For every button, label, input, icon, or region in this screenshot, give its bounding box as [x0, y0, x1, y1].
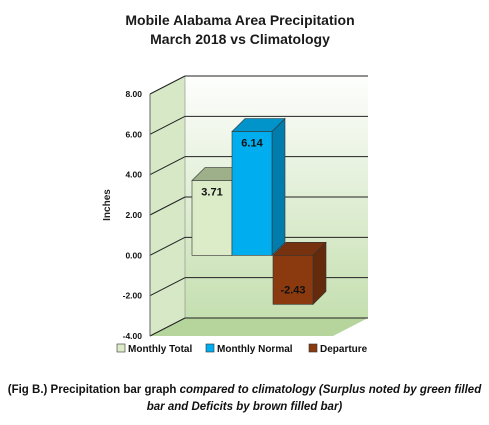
- bar-chart: 8.00 6.00 4.00 2.00 0.00 -2.00 -4.00 3.71 6.14 -…: [102, 70, 368, 355]
- y-tick-label: 2.00: [125, 210, 142, 220]
- y-tick-label: -4.00: [123, 331, 143, 341]
- chart-title: Mobile Alabama Area Precipitation: [125, 12, 355, 28]
- figure-caption: (Fig B.) Precipitation bar graph compare…: [0, 382, 489, 416]
- gridline-diagonal: [149, 236, 186, 256]
- bar-value-label: -2.43: [280, 284, 305, 296]
- gridline-diagonal: [149, 277, 186, 297]
- y-tick-label: -2.00: [123, 291, 143, 301]
- legend-label: Departure: [320, 344, 368, 355]
- y-tick-label: 6.00: [125, 129, 142, 139]
- legend-label: Monthly Total: [128, 344, 192, 355]
- bar-value-label: 3.71: [201, 187, 222, 199]
- plot-floor: [150, 318, 368, 336]
- caption-text-italic: compared to climatology (Surplus noted b…: [146, 384, 482, 413]
- gridline-diagonal: [149, 75, 186, 95]
- legend-swatch: [308, 343, 318, 353]
- y-tick-label: 8.00: [125, 89, 142, 99]
- chart-subtitle: March 2018 vs Climatology: [150, 31, 330, 47]
- bar-value-label: 6.14: [241, 138, 263, 150]
- bar-side: [271, 117, 286, 257]
- gridline-diagonal: [149, 156, 186, 176]
- bar: [272, 255, 314, 305]
- y-tick-label: 4.00: [125, 170, 142, 180]
- legend-swatch: [205, 343, 215, 353]
- gridline-diagonal: [149, 196, 186, 216]
- y-axis-label: Inches: [102, 189, 113, 221]
- caption-text-regular: (Fig B.) Precipitation bar graph: [7, 384, 180, 396]
- bar: [191, 180, 233, 256]
- legend-label: Monthly Normal: [217, 344, 293, 355]
- y-tick-label: 0.00: [125, 250, 142, 260]
- gridline-diagonal: [149, 317, 186, 337]
- bar: [231, 131, 273, 256]
- gridline-diagonal: [149, 115, 186, 135]
- legend-swatch: [116, 343, 126, 353]
